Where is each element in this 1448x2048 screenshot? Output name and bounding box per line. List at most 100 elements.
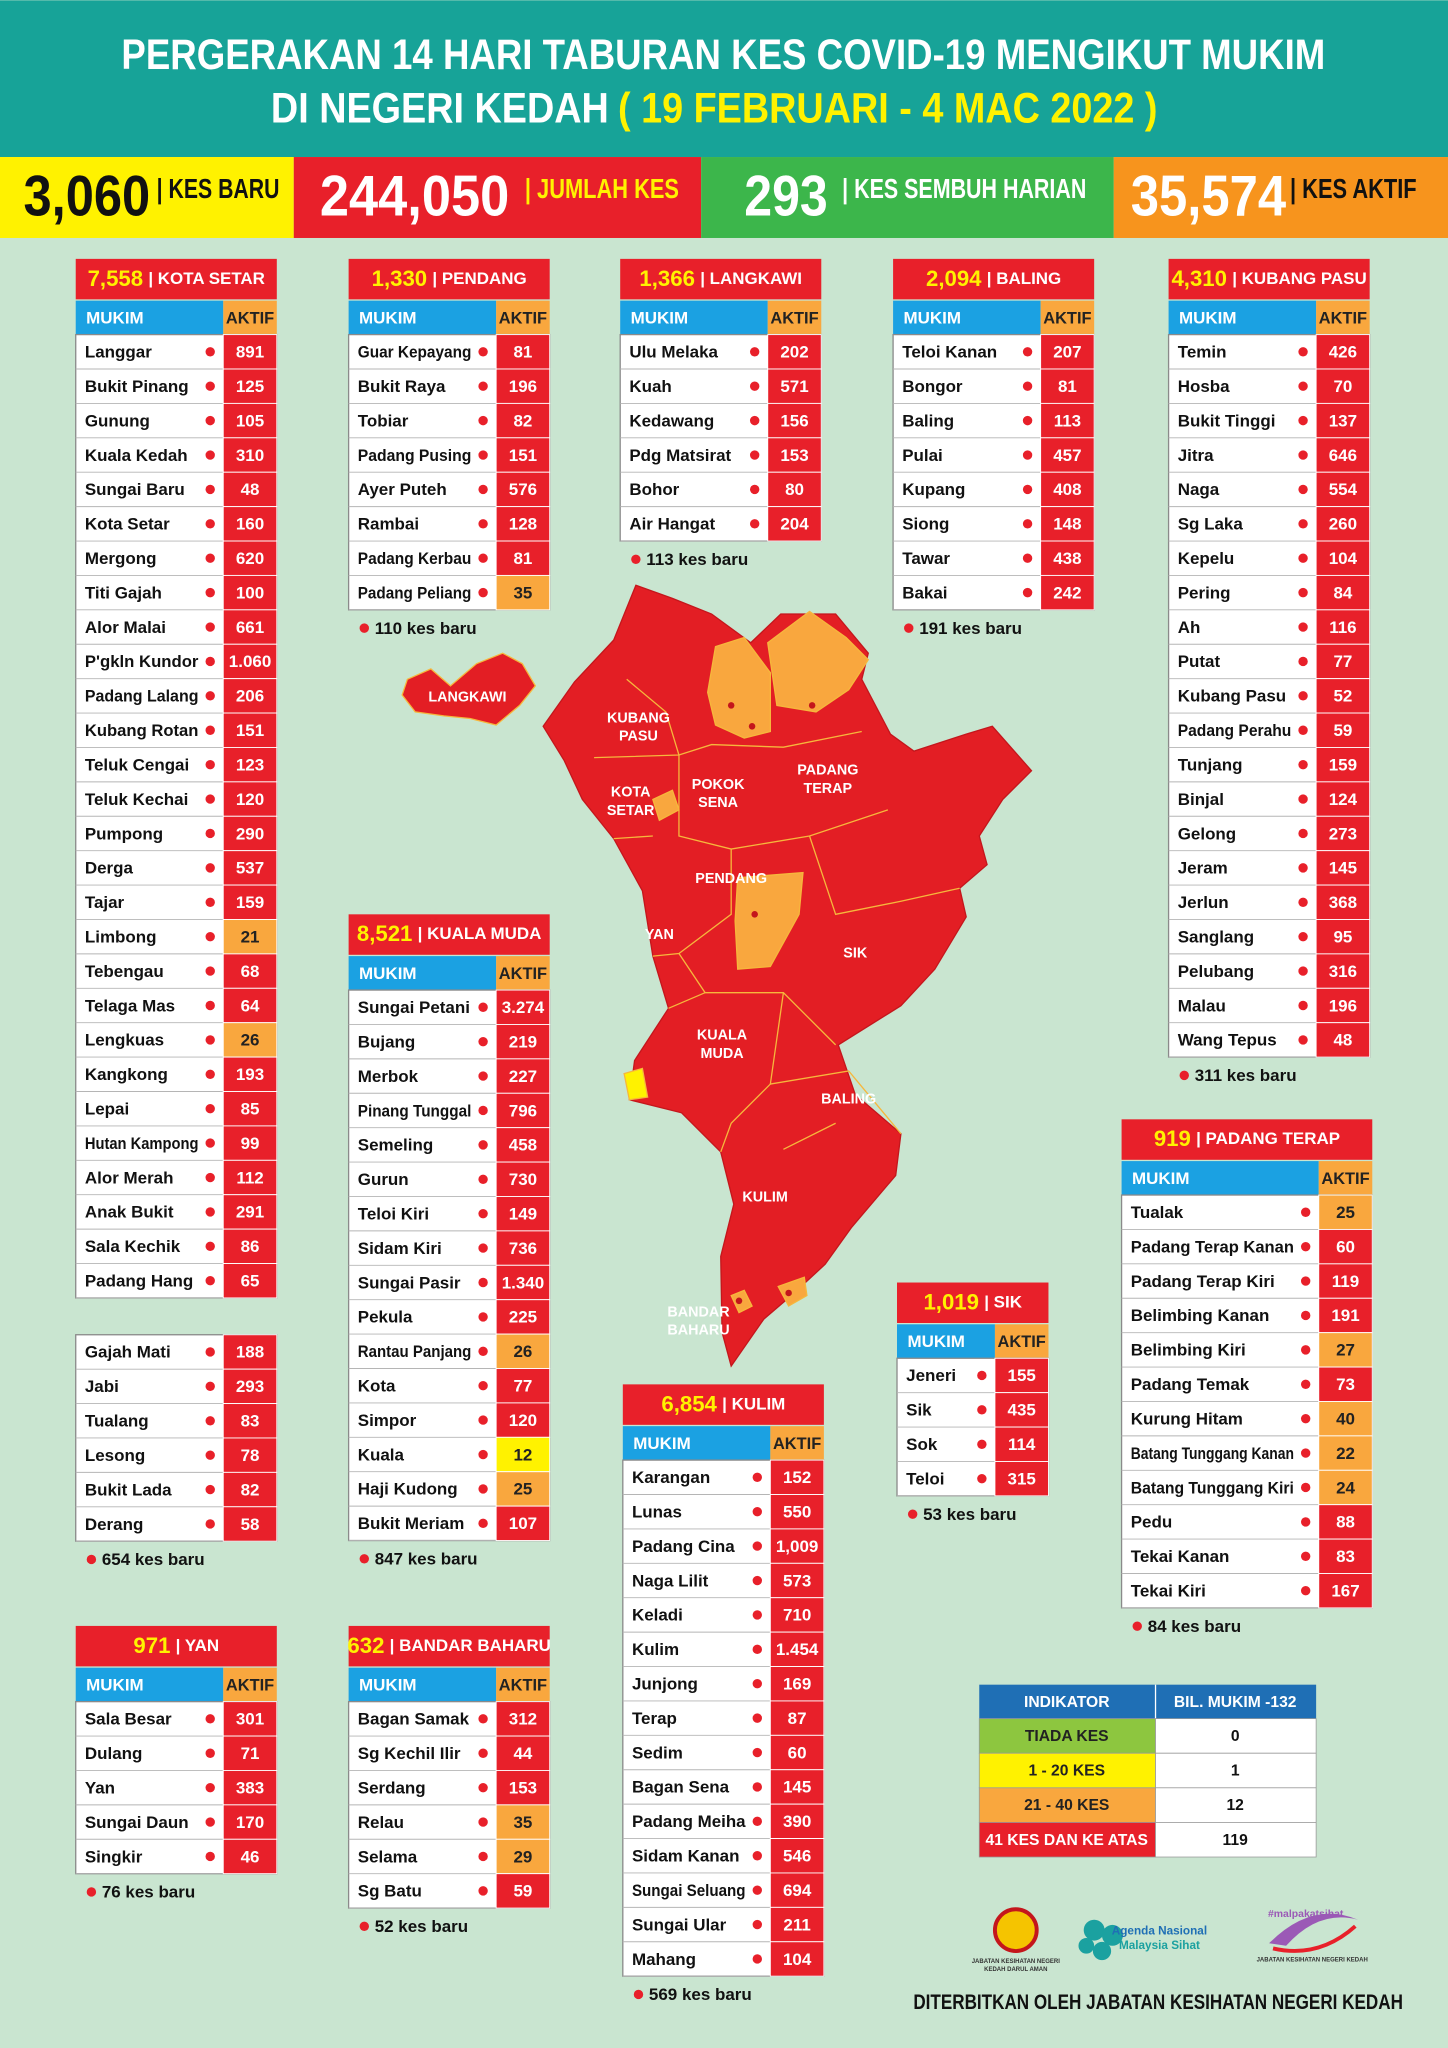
mukim-name: Padang Kerbau bbox=[358, 549, 472, 568]
mukim-dot bbox=[752, 1954, 762, 1964]
aktif-value: 78 bbox=[241, 1446, 260, 1465]
aktif-cell bbox=[222, 746, 278, 783]
mukim-name: Sanglang bbox=[1178, 927, 1254, 946]
mukim-dot bbox=[205, 794, 215, 804]
district-title: 1,366 | LANGKAWI bbox=[639, 266, 802, 291]
aktif-value: 77 bbox=[513, 1376, 532, 1395]
mukim-dot bbox=[478, 553, 488, 563]
aktif-cell bbox=[495, 471, 551, 508]
mukim-dot bbox=[1022, 484, 1033, 495]
mukim-name: Derga bbox=[85, 859, 134, 878]
mukim-dot bbox=[478, 1140, 488, 1150]
aktif-value: 86 bbox=[241, 1237, 260, 1256]
mukim-name: Ah bbox=[1178, 618, 1201, 637]
aktif-value: 710 bbox=[783, 1606, 811, 1625]
mukim-name: Belimbing Kanan bbox=[1131, 1306, 1270, 1325]
aktif-value: 290 bbox=[236, 824, 264, 843]
mukim-name: Teloi Kiri bbox=[358, 1204, 429, 1223]
district-total: 632 bbox=[347, 1633, 384, 1658]
aktif-value: 81 bbox=[513, 549, 532, 568]
mukim-name: Kota bbox=[358, 1376, 396, 1395]
mukim-dot bbox=[478, 347, 488, 357]
aktif-value: 81 bbox=[1058, 377, 1077, 396]
district-total: 7,558 bbox=[88, 266, 144, 291]
district-table: 2,094 | BALING MUKIM AKTIF Teloi Kanan 207 Bon… bbox=[892, 258, 1095, 638]
aktif-value: 145 bbox=[1329, 859, 1357, 878]
header-mukim: MUKIM bbox=[1132, 1169, 1190, 1188]
mukim-name: Air Hangat bbox=[629, 515, 715, 534]
aktif-value: 167 bbox=[1331, 1581, 1359, 1600]
aktif-value: 35 bbox=[513, 583, 532, 602]
indicator-count: 12 bbox=[1226, 1797, 1244, 1814]
mukim-dot bbox=[205, 587, 215, 598]
aktif-cell bbox=[222, 1701, 278, 1737]
mukim-name: Jeneri bbox=[906, 1366, 956, 1385]
header-mukim-bg bbox=[75, 1667, 224, 1702]
district-table: 8,521 | KUALA MUDA MUKIM AKTIF Sungai Petani… bbox=[347, 914, 551, 1569]
aktif-cell bbox=[769, 1769, 825, 1805]
mukim-name: Padang Pusing bbox=[358, 446, 472, 465]
map-label: KULIM bbox=[742, 1189, 787, 1205]
mukim-name: Kubang Rotan bbox=[85, 721, 199, 740]
mukim-dot bbox=[205, 1207, 215, 1217]
aktif-cell bbox=[495, 1402, 551, 1438]
mukim-name: Alor Malai bbox=[85, 618, 166, 637]
mukim-dot bbox=[1022, 381, 1033, 391]
aktif-cell bbox=[222, 1334, 278, 1370]
aktif-cell bbox=[495, 1471, 551, 1507]
mukim-dot bbox=[749, 381, 760, 391]
mukim-name: Bujang bbox=[358, 1032, 416, 1051]
aktif-cell bbox=[1040, 402, 1095, 439]
aktif-value: 260 bbox=[1329, 515, 1357, 534]
mukim-dot bbox=[205, 1748, 215, 1758]
aktif-value: 24 bbox=[1336, 1478, 1355, 1497]
mukim-dot bbox=[752, 1713, 762, 1723]
mukim-name: Lengkuas bbox=[85, 1031, 164, 1050]
aktif-value: 73 bbox=[1336, 1375, 1355, 1394]
aktif-value: 151 bbox=[509, 446, 537, 465]
aktif-cell bbox=[222, 1804, 278, 1840]
aktif-value: 25 bbox=[513, 1480, 532, 1499]
district-total: 1,366 bbox=[639, 266, 695, 291]
header-aktif-bg bbox=[1318, 1161, 1373, 1196]
aktif-value: 1.060 bbox=[229, 652, 271, 671]
aktif-value: 891 bbox=[236, 343, 264, 362]
mukim-name: Simpor bbox=[358, 1411, 417, 1430]
header-aktif-bg bbox=[994, 1324, 1049, 1359]
mukim-dot bbox=[1022, 519, 1033, 529]
district-total: 8,521 bbox=[357, 921, 413, 946]
mukim-name: Anak Bukit bbox=[85, 1203, 174, 1222]
note-dot bbox=[359, 1554, 369, 1564]
mukim-dot bbox=[205, 519, 215, 529]
aktif-value: 40 bbox=[1336, 1409, 1355, 1428]
mukim-name: Bakai bbox=[902, 583, 947, 602]
map-mainland bbox=[542, 584, 1033, 1368]
map-label: BAHARU bbox=[667, 1323, 729, 1339]
mukim-dot bbox=[977, 1405, 987, 1415]
aktif-value: 301 bbox=[236, 1710, 264, 1729]
mukim-dot bbox=[205, 1035, 215, 1045]
mukim-name: Belimbing Kiri bbox=[1131, 1341, 1246, 1360]
aktif-value: 315 bbox=[1008, 1469, 1036, 1488]
aktif-cell bbox=[769, 1734, 825, 1771]
mukim-dot bbox=[1300, 1448, 1311, 1458]
aktif-cell bbox=[222, 471, 278, 508]
mukim-name: Bagan Sena bbox=[632, 1778, 730, 1797]
aktif-cell bbox=[1315, 1022, 1371, 1058]
mukim-dot bbox=[1300, 1517, 1311, 1527]
aktif-value: 26 bbox=[513, 1342, 532, 1361]
district-name: | KOTA SETAR bbox=[148, 269, 265, 288]
aktif-value: 85 bbox=[241, 1099, 260, 1118]
indicator-label: TIADA KES bbox=[1025, 1728, 1109, 1745]
mukim-dot bbox=[1298, 656, 1308, 667]
mukim-name: Padang Hang bbox=[85, 1272, 193, 1291]
header-aktif: AKTIF bbox=[998, 1332, 1046, 1351]
aktif-cell bbox=[1315, 471, 1371, 508]
logo-agenda bbox=[1078, 1919, 1123, 1961]
aktif-cell bbox=[1315, 850, 1371, 886]
mukim-name: Sidam Kiri bbox=[358, 1239, 442, 1258]
aktif-value: 116 bbox=[1329, 618, 1356, 637]
logo-text: Malaysia Sihat bbox=[1119, 1939, 1200, 1952]
mukim-dot bbox=[205, 1172, 215, 1183]
